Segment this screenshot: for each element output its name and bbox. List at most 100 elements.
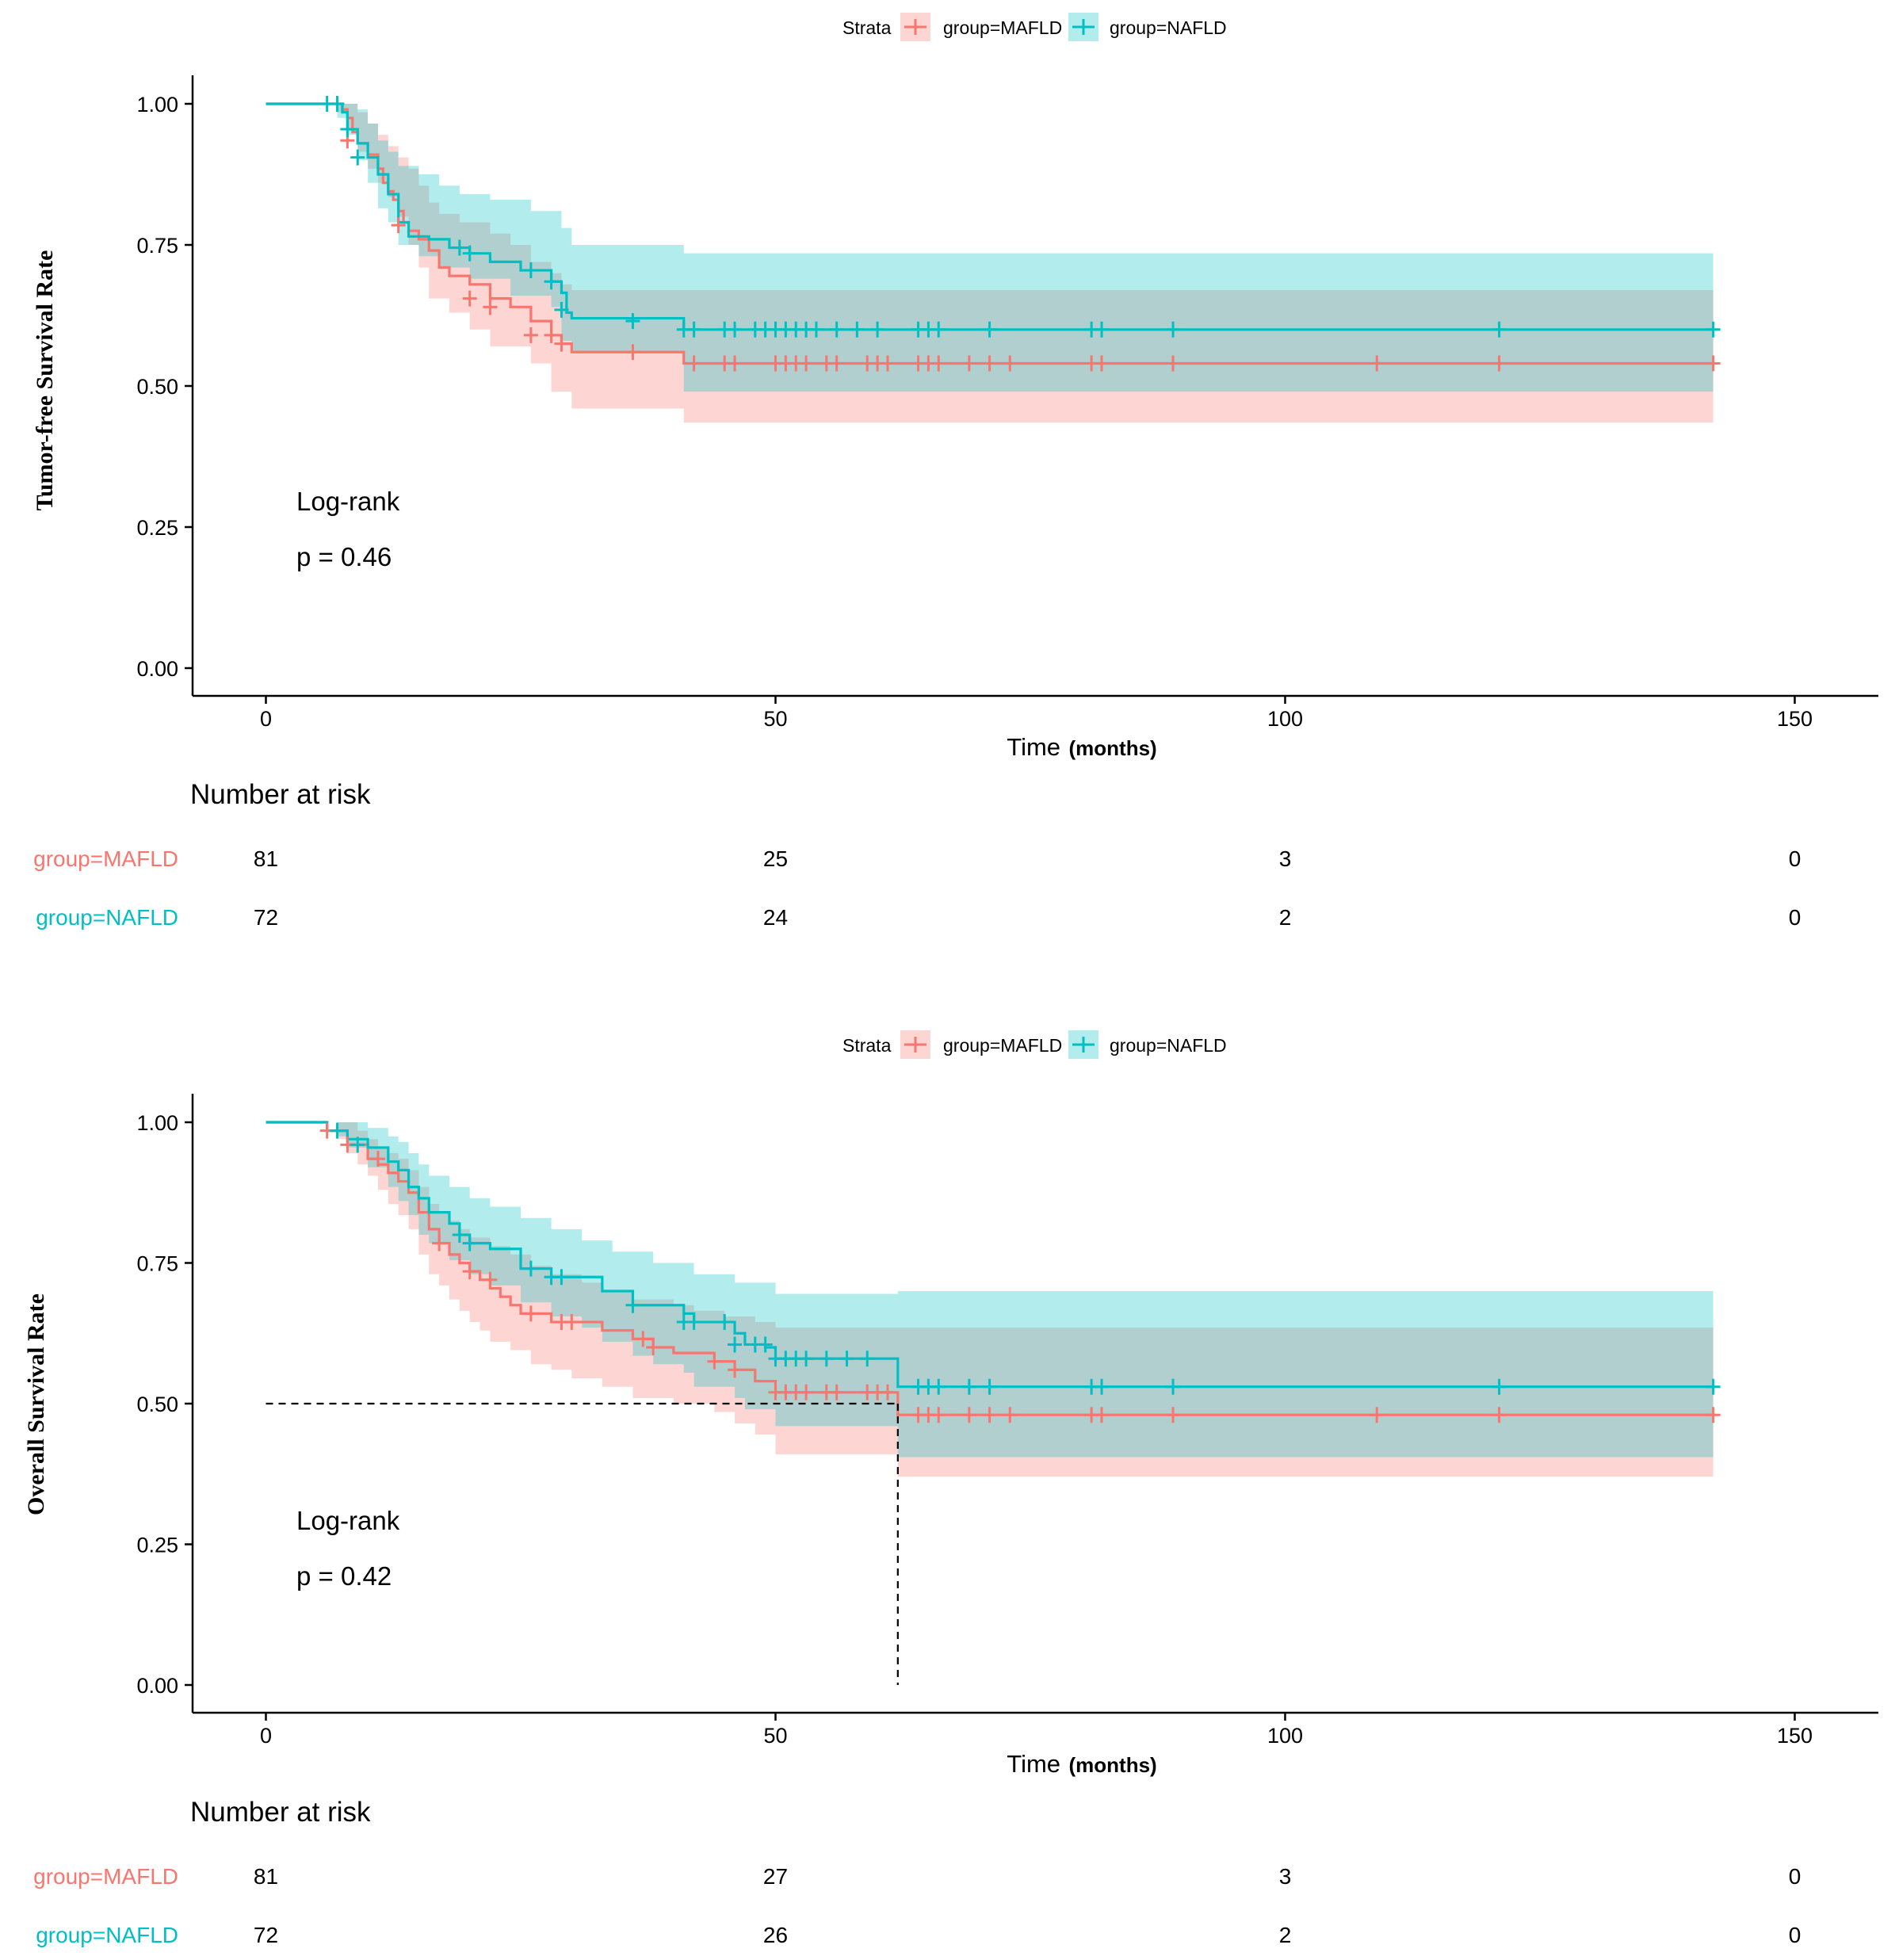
censor-mark-mafld	[728, 355, 743, 372]
y-axis-ticks: 0.00 0.25 0.50 0.75 1.00	[136, 1111, 193, 1698]
y-axis-title: Overall Survival Rate	[23, 1293, 49, 1515]
censor-mark-nafld	[982, 321, 997, 338]
censor-mark-nafld	[1492, 1378, 1507, 1395]
x-tick-label: 50	[763, 1724, 787, 1748]
risk-count: 3	[1279, 846, 1292, 871]
censor-marks	[319, 1122, 1721, 1423]
censor-mark-mafld	[982, 1407, 997, 1423]
risk-count: 2	[1279, 905, 1292, 930]
censor-mark-mafld	[880, 1384, 895, 1400]
risk-row-label-mafld: group=MAFLD	[33, 846, 178, 871]
censor-mark-mafld	[1492, 1407, 1507, 1423]
survival-curve-nafld	[266, 1121, 1714, 1389]
censor-mark-nafld	[554, 301, 569, 318]
censor-mark-nafld	[544, 273, 559, 290]
censor-mark-nafld	[554, 1269, 569, 1286]
logrank-p-value: p = 0.46	[296, 542, 392, 571]
confidence-bands	[266, 104, 1714, 423]
logrank-label: Log-rank	[296, 1506, 400, 1535]
y-tick-label: 0.00	[136, 657, 178, 681]
legend-title: Strata	[842, 17, 892, 38]
censor-mark-nafld	[931, 321, 946, 338]
censor-mark-mafld	[1166, 1407, 1181, 1423]
risk-count: 72	[254, 1923, 278, 1947]
ci-band-nafld	[266, 1122, 1714, 1458]
risk-count: 0	[1789, 905, 1801, 930]
censor-mark-nafld	[625, 1297, 640, 1313]
censor-mark-nafld	[1492, 321, 1507, 338]
risk-row-label-nafld: group=NAFLD	[36, 905, 178, 930]
censor-mark-mafld	[370, 1151, 385, 1167]
y-tick-label: 1.00	[136, 1111, 178, 1135]
legend-label-nafld: group=NAFLD	[1110, 17, 1227, 38]
x-tick-label: 150	[1777, 1724, 1813, 1748]
censor-mark-nafld	[728, 321, 743, 338]
x-axis-title-main: Time	[1007, 733, 1060, 761]
censor-mark-mafld	[1706, 355, 1721, 372]
censor-mark-mafld	[880, 355, 895, 372]
censor-mark-mafld	[554, 335, 569, 352]
risk-count: 2	[1279, 1923, 1292, 1947]
censor-mark-nafld	[829, 321, 844, 338]
y-tick-label: 1.00	[136, 93, 178, 117]
legend-label-mafld: group=MAFLD	[943, 1035, 1062, 1056]
x-axis-ticks: 0 50 100 150	[260, 1713, 1813, 1748]
censor-mark-mafld	[564, 1314, 579, 1331]
median-survival-lines	[266, 1402, 899, 1685]
censor-mark-nafld	[462, 245, 477, 262]
risk-count: 26	[763, 1923, 788, 1947]
censor-mark-nafld	[330, 96, 345, 112]
censor-mark-mafld	[483, 1271, 498, 1288]
censor-mark-nafld	[686, 321, 701, 338]
censor-mark-mafld	[799, 355, 814, 372]
x-tick-label: 0	[260, 1724, 272, 1748]
censor-mark-mafld	[961, 1407, 976, 1423]
censor-marks	[319, 96, 1721, 372]
censor-mark-mafld	[462, 290, 477, 307]
censor-mark-mafld	[523, 327, 538, 343]
x-tick-label: 100	[1267, 1724, 1303, 1748]
censor-mark-mafld	[931, 1407, 946, 1423]
risk-count: 0	[1789, 846, 1801, 871]
censor-mark-mafld	[1706, 1407, 1721, 1423]
censor-mark-mafld	[544, 327, 559, 343]
censor-mark-nafld	[931, 1378, 946, 1395]
censor-mark-mafld	[523, 1305, 538, 1322]
censor-mark-mafld	[1370, 1407, 1385, 1423]
km-chart-overall: Strata group=MAFLD group=NAFLD 0.000.250…	[23, 1030, 1878, 1947]
censor-mark-mafld	[728, 1362, 743, 1378]
censor-mark-nafld	[728, 1336, 743, 1353]
censor-mark-nafld	[839, 1351, 854, 1367]
censor-mark-nafld	[758, 1336, 773, 1353]
censor-mark-mafld	[1166, 355, 1181, 372]
risk-row-label-nafld: group=NAFLD	[36, 1923, 178, 1947]
censor-mark-mafld	[707, 1353, 722, 1370]
censor-mark-mafld	[829, 1384, 844, 1400]
censor-mark-nafld	[1166, 321, 1181, 338]
censor-mark-nafld	[808, 321, 823, 338]
confidence-bands	[266, 1122, 1714, 1477]
censor-mark-nafld	[961, 1378, 976, 1395]
x-axis-title: Time (months)	[1007, 1750, 1156, 1778]
censor-mark-nafld	[1095, 1378, 1110, 1395]
risk-count: 25	[763, 846, 788, 871]
risk-count: 24	[763, 905, 788, 930]
survival-curve-nafld	[266, 102, 1714, 331]
risk-table: group=MAFLD group=NAFLD 81 25 3 0 72 24 …	[33, 846, 1801, 930]
risk-table-title: Number at risk	[190, 1797, 371, 1828]
censor-mark-mafld	[829, 355, 844, 372]
y-tick-label: 0.25	[136, 516, 178, 540]
risk-table: group=MAFLD group=NAFLD 81 27 3 0 72 26 …	[33, 1864, 1801, 1947]
logrank-p-value: p = 0.42	[296, 1561, 392, 1591]
ci-band-mafld	[266, 104, 1714, 423]
y-tick-label: 0.50	[136, 375, 178, 399]
legend-label-nafld: group=NAFLD	[1110, 1035, 1227, 1056]
censor-mark-nafld	[1166, 1378, 1181, 1395]
ci-band-mafld	[266, 1122, 1714, 1477]
censor-mark-mafld	[982, 355, 997, 372]
x-tick-label: 100	[1267, 707, 1303, 731]
censor-mark-nafld	[1706, 321, 1721, 338]
y-axis-title: Tumor-free Survival Rate	[32, 250, 58, 511]
risk-table-title: Number at risk	[190, 779, 371, 810]
x-axis-title-unit: (months)	[1069, 736, 1157, 760]
